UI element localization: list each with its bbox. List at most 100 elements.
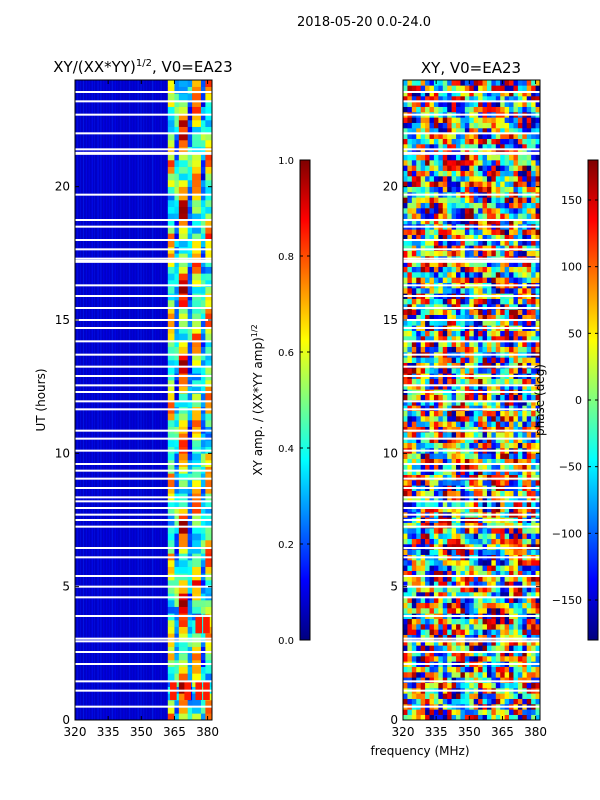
- phase-cell: [504, 218, 510, 225]
- phase-cell: [469, 576, 475, 582]
- phase-cell: [407, 618, 413, 625]
- phase-cell: [495, 533, 501, 539]
- phase-cell: [433, 165, 439, 171]
- amplitude-cell: [178, 120, 188, 127]
- phase-cell: [473, 218, 479, 225]
- phase-cell: [491, 144, 497, 150]
- phase-cell: [447, 133, 452, 139]
- amplitude-cell: [205, 160, 212, 167]
- phase-cell: [425, 597, 430, 603]
- phase-cell: [447, 314, 452, 321]
- phase-cell: [491, 362, 497, 369]
- amplitude-cell: [174, 386, 180, 394]
- amplitude-cell: [178, 586, 188, 594]
- phase-cell: [447, 309, 452, 315]
- phase-cell: [513, 245, 519, 251]
- phase-cell: [460, 165, 466, 171]
- phase-cell: [478, 698, 483, 705]
- phase-cell: [403, 666, 408, 673]
- data-gap-stripe: [75, 327, 212, 329]
- phase-cell: [442, 138, 448, 145]
- phase-cell: [500, 336, 505, 342]
- phase-cell: [464, 309, 470, 315]
- phase-cell: [495, 698, 501, 705]
- phase-cell: [429, 405, 435, 411]
- phase-cell: [456, 346, 461, 353]
- amplitude-cell: [178, 86, 188, 94]
- phase-cell: [495, 666, 501, 673]
- phase-cell: [517, 426, 523, 433]
- phase-cell: [456, 181, 461, 187]
- phase-cell: [522, 464, 528, 470]
- phase-cell: [478, 170, 483, 177]
- phase-cell: [429, 437, 435, 443]
- amplitude-cell: [192, 320, 202, 327]
- amplitude-cell: [205, 653, 212, 661]
- phase-cell: [535, 656, 540, 662]
- phase-cell: [535, 549, 540, 555]
- amplitude-cell: [205, 240, 212, 247]
- phase-cell: [416, 624, 421, 630]
- amplitude-cell: [205, 140, 212, 147]
- phase-cell: [429, 709, 435, 715]
- phase-cell: [407, 277, 413, 283]
- phase-cell: [447, 714, 452, 720]
- phase-cell: [473, 682, 479, 689]
- amplitude-texture: [134, 80, 136, 720]
- phase-cell: [416, 96, 421, 102]
- phase-cell: [425, 677, 430, 683]
- phase-cell: [526, 592, 532, 598]
- phase-cell: [500, 496, 505, 502]
- phase-cell: [517, 656, 523, 662]
- phase-cell: [429, 501, 435, 507]
- phase-cell: [535, 202, 540, 209]
- amplitude-cell: [200, 640, 206, 647]
- phase-cell: [486, 474, 492, 481]
- phase-cell: [411, 96, 417, 102]
- phase-cell: [513, 576, 519, 582]
- phase-cell: [473, 645, 479, 651]
- phase-cell: [447, 170, 452, 177]
- phase-cell: [456, 314, 461, 321]
- phase-cell: [478, 101, 483, 107]
- phase-cell: [531, 458, 536, 465]
- phase-cell: [438, 469, 444, 475]
- phase-cell: [464, 346, 470, 353]
- phase-cell: [500, 341, 505, 347]
- amplitude-cell: [187, 586, 193, 594]
- phase-cell: [531, 586, 536, 593]
- phase-cell: [491, 314, 497, 321]
- phase-cell: [513, 634, 519, 641]
- phase-cell: [504, 314, 510, 321]
- phase-cell: [513, 416, 519, 422]
- amplitude-cell: [187, 160, 193, 167]
- amplitude-cell: [187, 353, 193, 361]
- data-gap-stripe: [403, 193, 540, 196]
- phase-cell: [509, 197, 514, 203]
- phase-cell: [456, 101, 461, 107]
- phase-cell: [420, 394, 426, 401]
- phase-cell: [513, 277, 519, 283]
- phase-cell: [473, 117, 479, 123]
- phase-cell: [451, 698, 457, 705]
- data-gap-stripe: [403, 327, 540, 329]
- phase-cell: [420, 490, 426, 497]
- phase-cell: [460, 80, 466, 86]
- phase-cell: [486, 400, 492, 406]
- amplitude-cell: [167, 353, 175, 361]
- phase-cell: [486, 634, 492, 641]
- phase-cell: [451, 442, 457, 449]
- amplitude-cell: [167, 260, 175, 267]
- phase-cell: [504, 645, 510, 651]
- phase-cell: [407, 309, 413, 315]
- phase-cell: [447, 709, 452, 715]
- amplitude-cell: [167, 153, 175, 161]
- phase-cell: [433, 96, 439, 102]
- phase-cell: [442, 213, 448, 219]
- phase-cell: [469, 469, 475, 475]
- phase-cell: [500, 682, 505, 689]
- phase-cell: [451, 426, 457, 433]
- phase-cell: [517, 229, 523, 235]
- phase-cell: [478, 117, 483, 123]
- phase-cell: [473, 656, 479, 662]
